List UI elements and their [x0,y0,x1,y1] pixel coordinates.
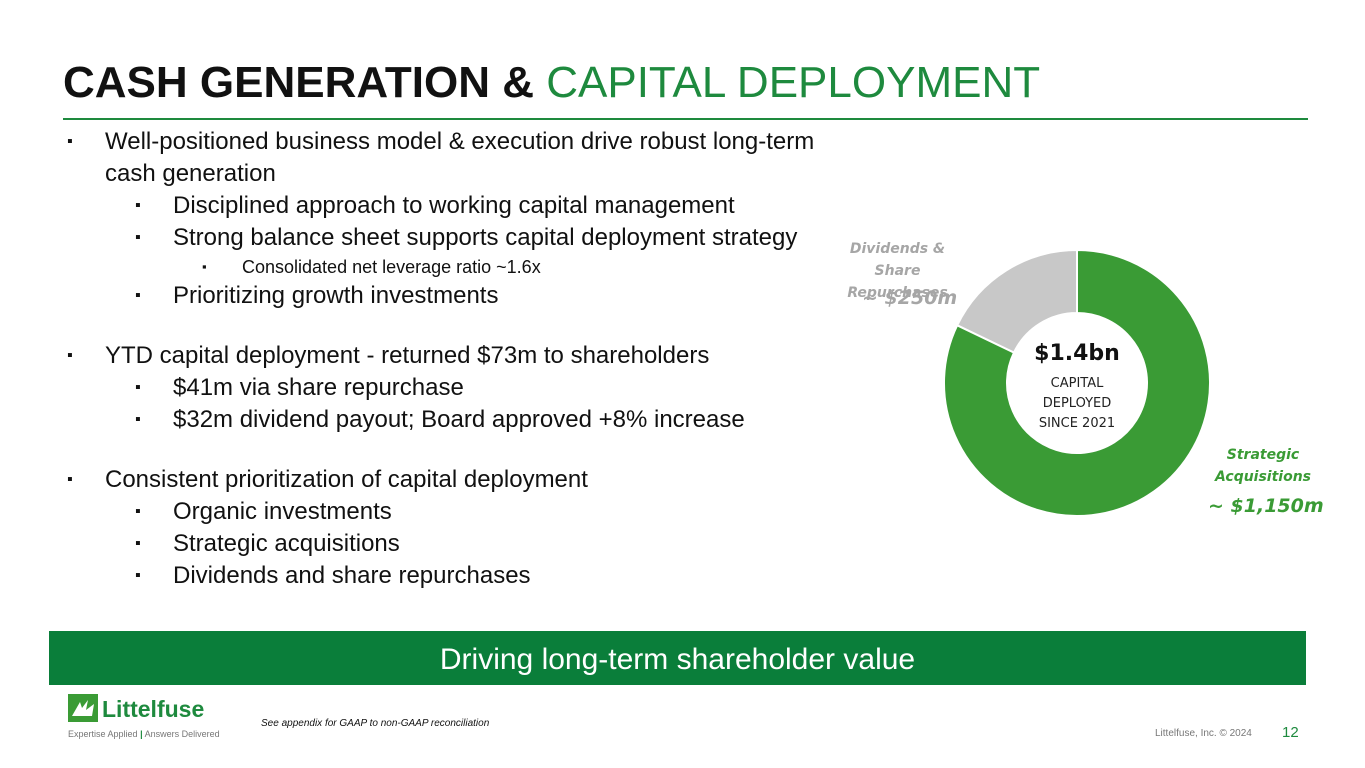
bullet: Organic investments [135,496,813,528]
center-line: CAPITAL [1051,376,1104,391]
slide-title: CASH GENERATION & CAPITAL DEPLOYMENT [63,58,1040,108]
center-line: SINCE 2021 [1039,416,1115,431]
logo-name: Littelfuse [102,696,205,722]
bullet: Strong balance sheet supports capital de… [135,222,813,254]
page-number: 12 [1282,724,1299,741]
copyright: Littelfuse, Inc. © 2024 [1155,728,1252,739]
title-rule [63,118,1308,120]
center-line: DEPLOYED [1043,396,1112,411]
bullet-group: Well-positioned business model & executi… [0,126,845,312]
bullet-group: Consistent prioritization of capital dep… [0,464,845,592]
footnote: See appendix for GAAP to non-GAAP reconc… [261,718,490,729]
bullet: YTD capital deployment - returned $73m t… [67,340,845,372]
bullet: $41m via share repurchase [135,372,813,404]
bullet: Dividends and share repurchases [135,560,813,592]
title-dark: CASH GENERATION & [63,58,534,107]
bullet-list: Well-positioned business model & executi… [0,126,845,620]
logo-tagline: Expertise Applied | Answers Delivered [68,729,220,739]
center-total: $1.4bn [1034,341,1120,366]
legend-label: Dividends & Share Repurchases [847,241,948,301]
bullet: Consistent prioritization of capital dep… [67,464,845,496]
bullet: Consolidated net leverage ratio ~1.6x [202,254,802,280]
legend-label: Strategic Acquisitions [1214,447,1312,485]
bullet: Well-positioned business model & executi… [67,126,845,190]
donut-slice [943,248,1211,517]
title-green: CAPITAL DEPLOYMENT [546,58,1041,107]
tagline: Answers Delivered [144,729,220,739]
bullet: $32m dividend payout; Board approved +8%… [135,404,813,436]
bullet: Strategic acquisitions [135,528,813,560]
value-label: ~ $250m [862,287,958,309]
banner: Driving long-term shareholder value [49,631,1306,685]
bullet: Prioritizing growth investments [135,280,813,312]
logo-icon [68,694,98,722]
bullet-group: YTD capital deployment - returned $73m t… [0,340,845,436]
tagline: Expertise Applied [68,729,138,739]
bullet: Disciplined approach to working capital … [135,190,813,222]
value-label: ~ $1,150m [1208,495,1324,517]
donut-chart: $1.4bn CAPITAL DEPLOYED SINCE 2021 [943,248,1211,517]
